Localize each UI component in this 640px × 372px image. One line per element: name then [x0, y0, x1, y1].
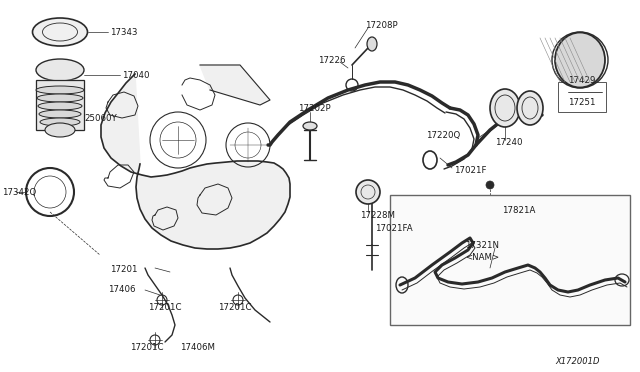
Bar: [36, 80, 84, 130]
Ellipse shape: [33, 18, 88, 46]
Polygon shape: [36, 80, 84, 130]
Text: 17201C: 17201C: [218, 304, 252, 312]
Text: 17240: 17240: [495, 138, 522, 147]
Text: 17202P: 17202P: [298, 103, 331, 112]
Ellipse shape: [490, 89, 520, 127]
Ellipse shape: [38, 102, 82, 110]
Ellipse shape: [39, 110, 81, 118]
Text: 17343: 17343: [110, 28, 138, 36]
Text: 17220Q: 17220Q: [426, 131, 460, 140]
Circle shape: [486, 181, 494, 189]
Ellipse shape: [36, 86, 84, 94]
Text: 17251: 17251: [568, 97, 595, 106]
Bar: [390, 195, 630, 325]
Polygon shape: [200, 65, 270, 105]
Ellipse shape: [37, 94, 83, 102]
Text: 17821A: 17821A: [502, 205, 536, 215]
Bar: [558, 82, 606, 112]
Text: 17021FA: 17021FA: [375, 224, 413, 232]
Text: <NAM>: <NAM>: [465, 253, 499, 263]
Ellipse shape: [45, 123, 75, 137]
Text: 17406M: 17406M: [180, 343, 215, 353]
Text: 17429: 17429: [568, 76, 595, 84]
Circle shape: [356, 180, 380, 204]
Text: 17201C: 17201C: [130, 343, 163, 353]
Polygon shape: [101, 74, 290, 249]
Ellipse shape: [555, 32, 605, 87]
Text: 17040: 17040: [122, 71, 150, 80]
Text: 17201: 17201: [110, 266, 138, 275]
Text: 17208P: 17208P: [365, 20, 397, 29]
Text: 17021F: 17021F: [454, 166, 486, 174]
Text: 17321N: 17321N: [465, 241, 499, 250]
Text: 17342Q: 17342Q: [2, 187, 36, 196]
Ellipse shape: [517, 91, 543, 125]
Text: 17201C: 17201C: [148, 304, 182, 312]
Ellipse shape: [303, 122, 317, 130]
Text: 17228M: 17228M: [360, 211, 395, 219]
Text: X172001D: X172001D: [555, 357, 600, 366]
Ellipse shape: [36, 59, 84, 81]
Ellipse shape: [40, 118, 80, 126]
Ellipse shape: [367, 37, 377, 51]
Text: 17226: 17226: [318, 55, 346, 64]
Text: 25060Y: 25060Y: [84, 113, 116, 122]
Text: 17406: 17406: [108, 285, 136, 295]
